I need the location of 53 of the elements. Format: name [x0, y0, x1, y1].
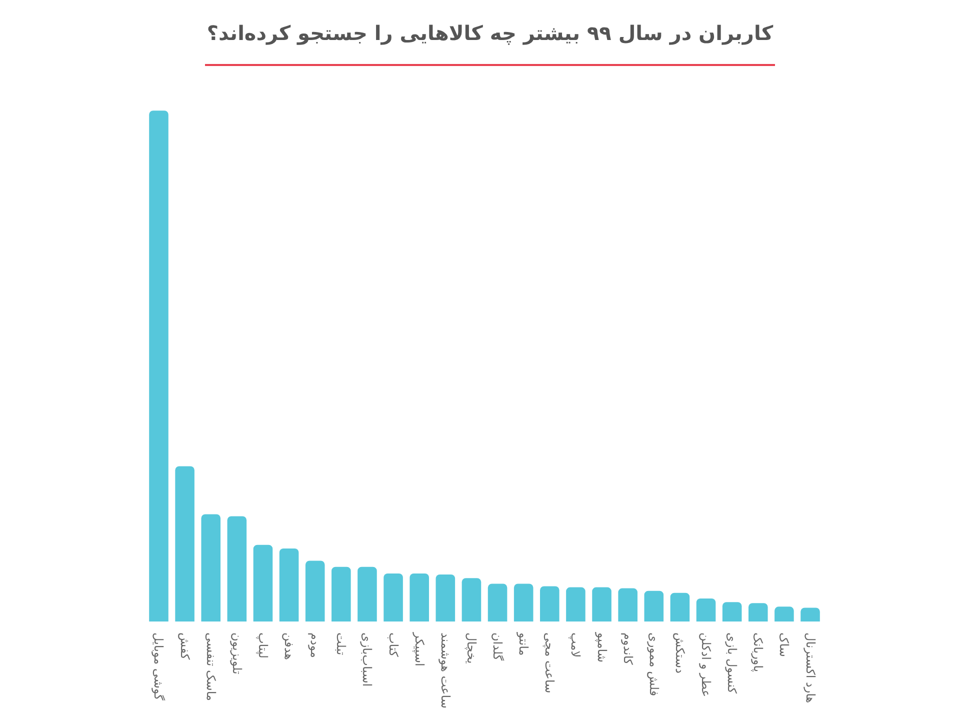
x-tick-label: کتاب	[386, 632, 400, 658]
x-tick-label: یخچال	[464, 632, 478, 664]
bar	[410, 573, 429, 622]
x-tick-label: شامپو	[594, 632, 609, 662]
bar	[384, 573, 403, 622]
bar	[227, 516, 247, 622]
bar	[540, 586, 560, 622]
x-tick-label: ساعت هوشمند	[438, 632, 452, 708]
bar	[305, 560, 325, 622]
x-tick-label: گوشی موبایل	[152, 632, 166, 701]
x-tick-label: ساک	[777, 632, 792, 657]
x-tick-label: فلش مموری	[646, 632, 661, 696]
bar	[488, 584, 508, 622]
x-tick-label: گلدان	[490, 632, 505, 661]
bar	[618, 588, 638, 622]
x-tick-label: هدفن	[282, 632, 296, 660]
x-tick-label: لامپ	[568, 632, 583, 658]
x-tick-label: هارد اکسترنال	[803, 632, 818, 704]
bar	[566, 587, 586, 622]
x-tick-label: کنسول بازی	[725, 632, 740, 694]
bar	[592, 587, 612, 622]
x-tick-label: ماسک تنفسی	[204, 632, 218, 701]
x-tick-label: لپتاپ	[256, 632, 270, 658]
bar	[748, 603, 768, 622]
bar	[175, 466, 194, 622]
x-tick-label: ساعت مچی	[542, 632, 557, 694]
x-tick-label: تلویزیون	[230, 632, 244, 674]
bar	[332, 566, 351, 622]
bar	[774, 606, 794, 622]
bar	[514, 584, 534, 622]
bar	[800, 608, 820, 622]
x-tick-label: تبلت	[334, 632, 348, 656]
bar	[436, 574, 456, 622]
bar	[670, 592, 690, 622]
bar	[201, 514, 221, 622]
x-tick-label: پاوربانک	[751, 632, 766, 672]
x-tick-label: مانتو	[516, 632, 531, 656]
x-tick-label: مودم	[308, 632, 322, 658]
bar	[279, 548, 299, 622]
x-tick-label: دستکش	[672, 632, 687, 674]
chart-title: کاربران در سال ۹۹ بیشتر چه کالاهایی را جستجو کرده‌اند؟	[205, 5, 775, 66]
bar	[722, 602, 742, 622]
x-tick-label: اسپیکر	[412, 632, 426, 666]
bar	[358, 566, 377, 622]
bar	[149, 110, 168, 622]
x-tick-label: عطر و ادکلن	[699, 632, 714, 698]
bar	[253, 544, 273, 622]
bar	[462, 578, 482, 622]
x-tick-label: کاندوم	[620, 632, 635, 666]
x-tick-label: اسباب‌بازی	[360, 632, 374, 687]
x-tick-label: کفش	[178, 632, 192, 660]
bar	[644, 590, 664, 622]
bar	[696, 598, 716, 622]
